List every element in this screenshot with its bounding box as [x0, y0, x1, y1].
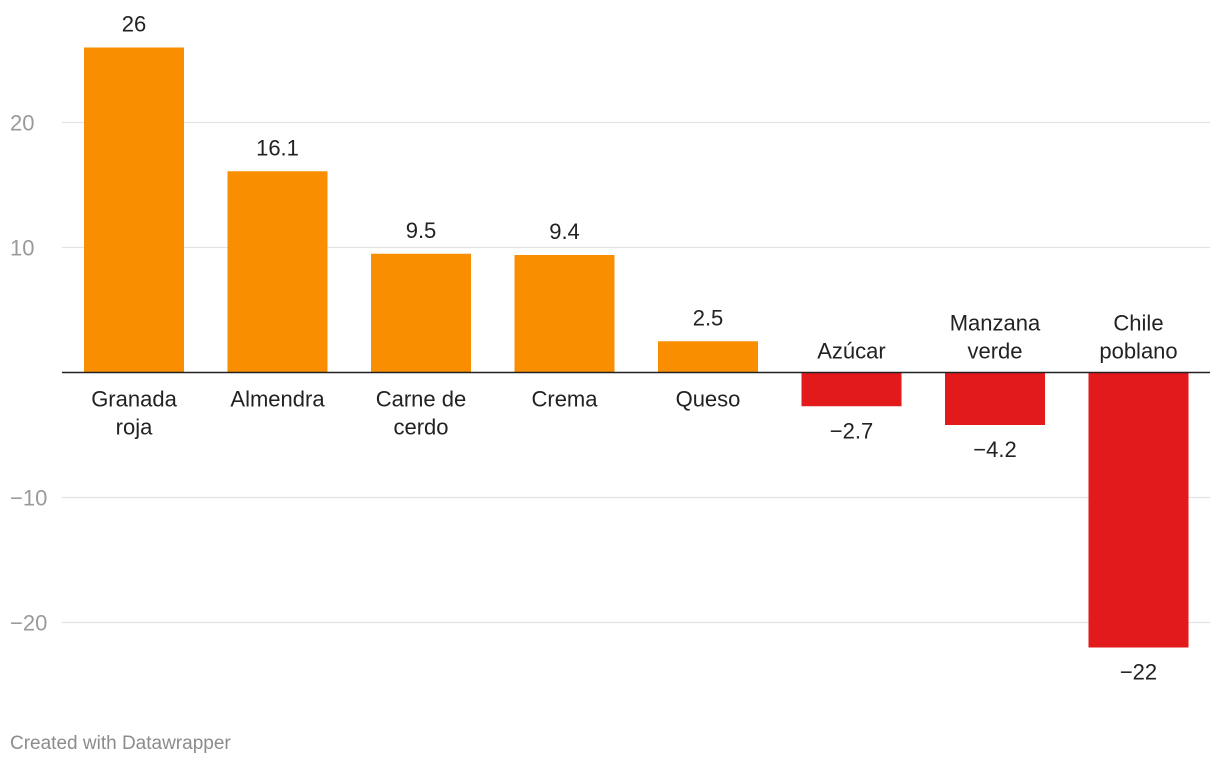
data-label: 16.1 — [256, 135, 299, 160]
data-label: 9.5 — [406, 218, 437, 243]
bars — [84, 47, 1189, 648]
y-tick-label: 20 — [10, 111, 34, 136]
category-label-line: Azúcar — [817, 339, 885, 364]
data-label: −2.7 — [830, 418, 873, 443]
category-label-line: roja — [116, 415, 153, 440]
category-label: Carne de cerdo — [376, 387, 467, 440]
bar — [227, 171, 328, 373]
bar — [658, 341, 758, 373]
category-label: Granada roja — [91, 387, 177, 440]
data-label: −4.2 — [973, 437, 1016, 462]
credit-text: Created with Datawrapper — [10, 733, 231, 754]
category-label-line: Manzana — [950, 311, 1041, 336]
bar — [1088, 372, 1189, 648]
bar — [514, 255, 615, 373]
data-label: 2.5 — [693, 305, 724, 330]
y-tick-label: −20 — [10, 611, 47, 636]
category-label-line: Chile — [1113, 311, 1163, 336]
data-label: 26 — [122, 12, 146, 37]
category-label-line: cerdo — [393, 415, 448, 440]
category-label-line: Carne de — [376, 387, 467, 412]
category-label-line: poblano — [1099, 339, 1177, 364]
bar-chart: 20 10 −10 −20 26 Granada roja 16.1 Almendra 9.5 C… — [10, 12, 1210, 685]
category-label: Crema — [531, 387, 598, 412]
y-tick-label: 10 — [10, 236, 34, 261]
category-label: Chile poblano — [1099, 311, 1177, 364]
category-label-line: Crema — [531, 387, 598, 412]
category-label-line: Granada — [91, 387, 177, 412]
category-label: Queso — [676, 387, 741, 412]
category-label: Manzana verde — [950, 311, 1041, 364]
y-axis-ticks: 20 10 −10 −20 — [10, 111, 47, 636]
bar — [945, 372, 1045, 425]
category-label: Almendra — [230, 387, 325, 412]
data-label: 9.4 — [549, 219, 580, 244]
data-label: −22 — [1120, 660, 1157, 685]
category-label-line: Queso — [676, 387, 741, 412]
bar — [84, 47, 184, 373]
y-tick-label: −10 — [10, 486, 47, 511]
category-label-line: verde — [967, 339, 1022, 364]
labels: 26 Granada roja 16.1 Almendra 9.5 Carne de cerd… — [91, 12, 1177, 685]
bar — [801, 372, 902, 407]
bar — [371, 253, 471, 373]
category-label-line: Almendra — [230, 387, 325, 412]
category-label: Azúcar — [817, 339, 885, 364]
